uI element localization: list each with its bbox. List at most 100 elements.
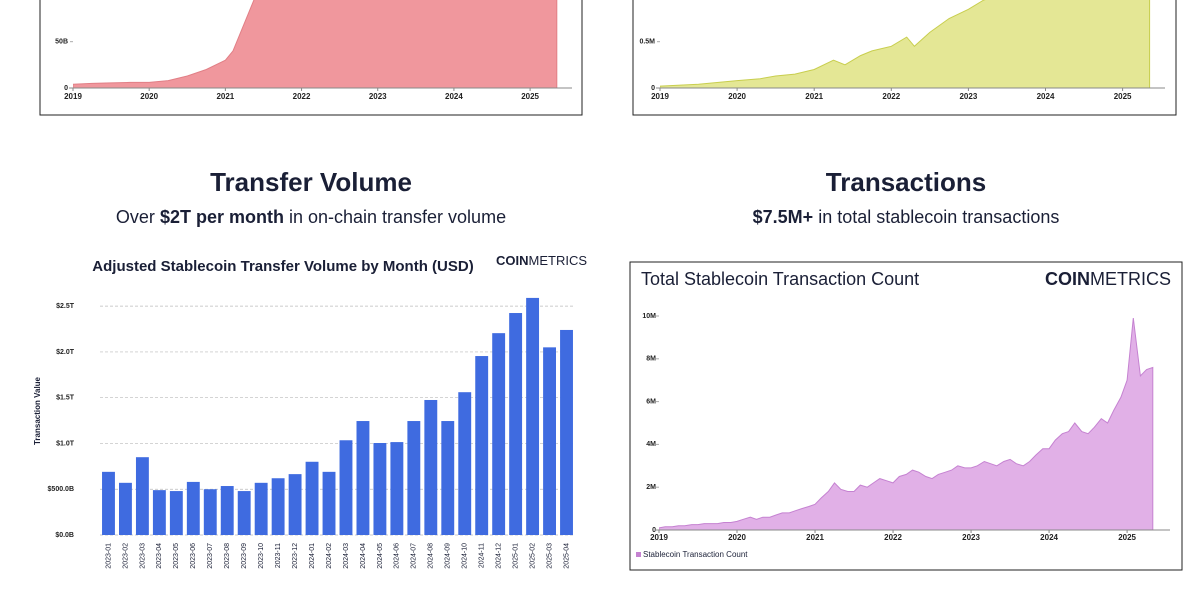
bar — [169, 491, 183, 535]
y-tick-label: $2.5T — [56, 303, 75, 310]
x-tick-label: 2024-04 — [360, 543, 367, 569]
bar — [203, 489, 217, 535]
x-tick-label: 2021 — [216, 92, 234, 101]
bar — [305, 461, 319, 535]
brand-logo: COINMETRICS — [1045, 269, 1171, 289]
bar — [186, 481, 200, 535]
section-heading: Transfer Volume — [210, 167, 412, 197]
x-tick-label: 2023-09 — [241, 543, 248, 569]
x-tick-label: 2024-02 — [326, 543, 333, 569]
bar — [458, 392, 472, 535]
x-tick-label: 2023-08 — [224, 543, 231, 569]
x-tick-label: 2021 — [806, 533, 824, 542]
x-tick-label: 2020 — [140, 92, 158, 101]
x-tick-label: 2024-08 — [428, 543, 435, 569]
x-tick-label: 2020 — [728, 533, 746, 542]
section-subtitle: $7.5M+ in total stablecoin transactions — [753, 207, 1060, 227]
x-tick-label: 2025-03 — [546, 543, 553, 569]
x-tick-label: 2025-01 — [512, 543, 519, 569]
bar — [254, 482, 268, 535]
bar — [271, 478, 285, 535]
y-tick-label: $500.0B — [48, 486, 74, 493]
bar — [356, 421, 370, 535]
y-axis-label: Transaction Value — [33, 376, 42, 445]
x-tick-label: 2024-12 — [496, 543, 503, 569]
legend-swatch — [636, 552, 641, 557]
bar — [339, 440, 353, 535]
x-tick-label: 2023 — [959, 92, 977, 101]
y-tick-label: 6M — [646, 398, 656, 405]
y-tick-label: 0 — [64, 85, 68, 92]
bar — [237, 491, 251, 535]
bar — [220, 486, 234, 535]
x-tick-label: 2024-07 — [411, 543, 418, 569]
y-tick-label: $0.0B — [55, 532, 74, 539]
x-tick-label: 2022 — [293, 92, 311, 101]
bar — [390, 442, 404, 535]
y-tick-label: $1.0T — [56, 440, 75, 447]
x-tick-label: 2023-03 — [139, 543, 146, 569]
x-tick-label: 2023-12 — [292, 543, 299, 569]
x-tick-label: 2024-05 — [377, 543, 384, 569]
bar — [102, 471, 115, 535]
x-tick-label: 2023-11 — [275, 543, 282, 568]
x-tick-label: 2023-10 — [258, 543, 265, 569]
bar — [135, 457, 149, 535]
x-tick-label: 2024 — [1037, 92, 1055, 101]
area — [660, 0, 1151, 88]
bar — [509, 313, 523, 535]
x-tick-label: 2024-03 — [343, 543, 350, 569]
x-tick-label: 2019 — [650, 533, 668, 542]
x-tick-label: 2023-06 — [190, 543, 197, 569]
x-tick-label: 2020 — [728, 92, 746, 101]
bar — [119, 482, 132, 535]
x-tick-label: 2024-11 — [479, 543, 486, 568]
bar — [373, 443, 387, 535]
x-tick-label: 2025 — [1118, 533, 1136, 542]
bar — [492, 333, 506, 535]
chart-title: Adjusted Stablecoin Transfer Volume by M… — [92, 258, 473, 275]
x-tick-label: 2023 — [369, 92, 387, 101]
chart-title: Total Stablecoin Transaction Count — [641, 269, 919, 289]
x-tick-label: 2024 — [1040, 533, 1058, 542]
y-tick-label: 0.5M — [639, 39, 655, 46]
y-tick-label: $2.0T — [56, 349, 75, 356]
x-tick-label: 2024-09 — [445, 543, 452, 569]
x-tick-label: 2025 — [521, 92, 539, 101]
y-tick-label: 10M — [642, 313, 656, 320]
x-tick-label: 2021 — [805, 92, 823, 101]
section-subtitle: Over $2T per month in on-chain transfer … — [116, 207, 506, 227]
brand-logo: COINMETRICS — [496, 253, 587, 268]
bar — [288, 474, 302, 535]
bar — [475, 356, 489, 535]
x-tick-label: 2023-02 — [122, 543, 129, 569]
legend-label: Stablecoin Transaction Count — [643, 550, 748, 559]
x-tick-label: 2019 — [651, 92, 669, 101]
x-tick-label: 2023-01 — [105, 543, 112, 569]
x-tick-label: 2025-04 — [563, 543, 570, 569]
x-tick-label: 2023 — [962, 533, 980, 542]
y-tick-label: 0 — [651, 85, 655, 92]
bar — [526, 297, 540, 535]
x-tick-label: 2023-07 — [207, 543, 214, 569]
x-tick-label: 2024-01 — [309, 543, 316, 569]
bar — [152, 490, 166, 535]
y-tick-label: 8M — [646, 356, 656, 363]
y-tick-label: 2M — [646, 484, 656, 491]
bar — [560, 329, 573, 535]
x-tick-label: 2025-02 — [529, 543, 536, 569]
bar — [407, 421, 421, 535]
y-tick-label: 0 — [652, 527, 656, 534]
bar — [543, 347, 556, 535]
x-tick-label: 2024 — [445, 92, 463, 101]
y-tick-label: 50B — [55, 39, 68, 46]
bar — [441, 421, 455, 535]
x-tick-label: 2023-04 — [156, 543, 163, 569]
x-tick-label: 2022 — [884, 533, 902, 542]
area — [73, 0, 558, 88]
x-tick-label: 2019 — [64, 92, 82, 101]
bar — [322, 471, 336, 535]
x-tick-label: 2023-05 — [173, 543, 180, 569]
x-tick-label: 2025 — [1114, 92, 1132, 101]
